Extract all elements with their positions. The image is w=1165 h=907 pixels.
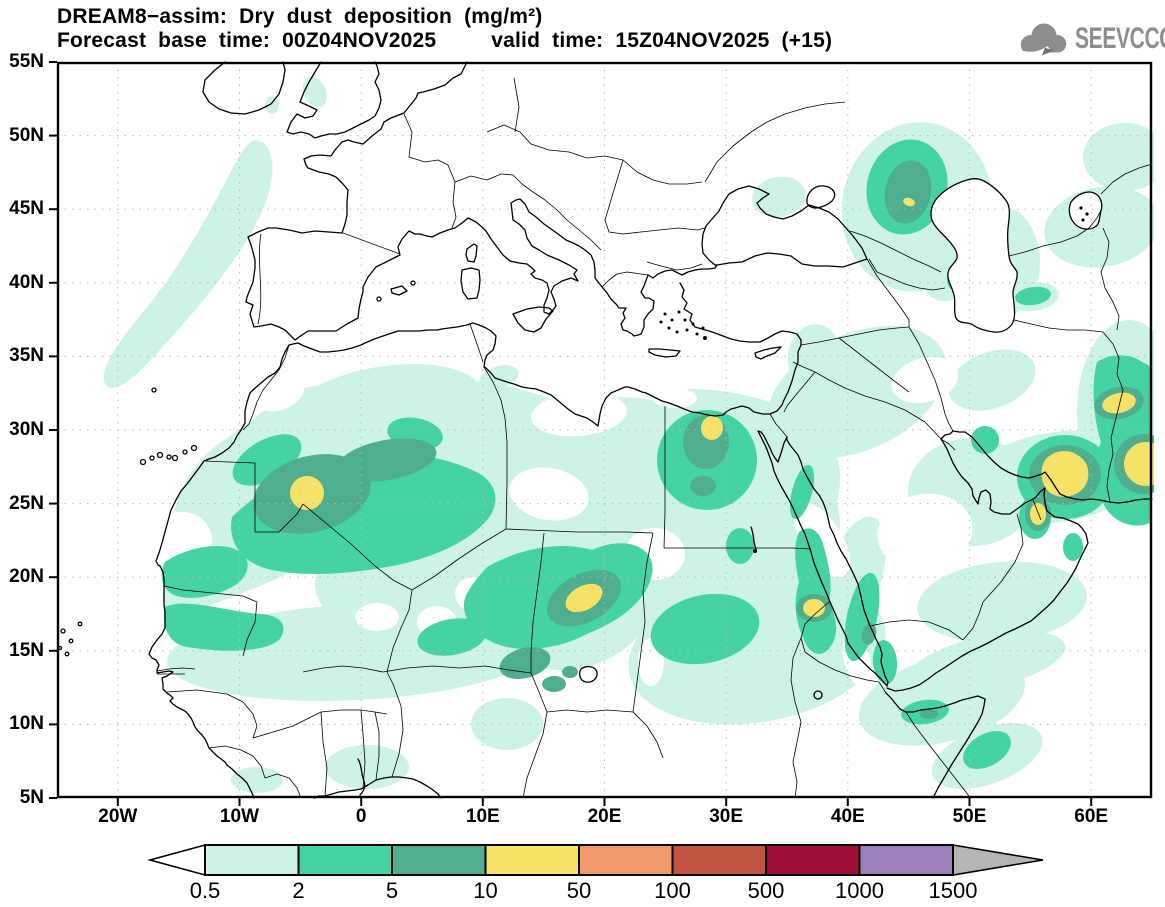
lon-tick-label: 20W <box>98 806 138 827</box>
contour-holes <box>152 356 973 688</box>
axis-ticks <box>49 61 1093 806</box>
colorbar-tick-label: 1000 <box>835 878 884 903</box>
colorbar-cell <box>391 844 487 876</box>
colorbar-tick-label: 5 <box>386 878 398 903</box>
colorbar-labels: 0.5 2 5 10 50 100 500 1000 1500 <box>190 878 978 903</box>
colorbar-tick-label: 2 <box>292 878 304 903</box>
colorbar-tick-label: 0.5 <box>190 878 221 903</box>
colorbar-tick-label: 500 <box>748 878 785 903</box>
colorbar-cell <box>765 844 861 876</box>
colorbar-cell <box>297 844 393 876</box>
gridlines <box>57 62 1152 798</box>
map-canvas <box>49 61 1154 806</box>
seevccc-logo: SEEVCCC <box>1014 19 1165 59</box>
logo-text: SEEVCCC <box>1075 22 1165 55</box>
subtitle: Forecast base time: 00Z04NOV2025 valid t… <box>57 29 832 53</box>
country-borders <box>156 77 1153 799</box>
colorbar-cell <box>858 844 954 876</box>
lon-tick-label: 40E <box>830 806 865 827</box>
colorbar: 0.5 2 5 10 50 100 500 1000 1500 <box>146 843 1044 903</box>
lon-tick-label: 30E <box>709 806 744 827</box>
colorbar-under-arrow <box>146 843 206 877</box>
colorbar-tick-label: 100 <box>654 878 691 903</box>
colorbar-cell <box>578 844 674 876</box>
coastlines <box>57 61 1153 799</box>
lat-tick-label: 5N <box>19 787 44 808</box>
map-frame <box>56 61 1153 799</box>
lat-tick-label: 45N <box>9 198 44 220</box>
colorbar-cell <box>484 844 580 876</box>
lon-tick-label: 60E <box>1074 806 1109 827</box>
lon-tick-label: 10W <box>219 806 260 827</box>
lat-tick-label: 20N <box>9 566 44 588</box>
dust-contour-level4 <box>290 197 1154 617</box>
lat-tick-label: 30N <box>9 419 44 440</box>
colorbar-over-arrow <box>952 844 1044 876</box>
colorbar-cell <box>204 844 300 876</box>
lat-tick-label: 35N <box>9 345 44 367</box>
lat-tick-label: 25N <box>9 492 44 514</box>
valid-time: valid time: 15Z04NOV2025 (+15) <box>491 29 833 52</box>
lon-tick-label: 10E <box>465 806 500 827</box>
colorbar-tick-label: 50 <box>567 878 591 903</box>
colorbar-cells <box>204 844 954 876</box>
lat-tick-label: 10N <box>9 713 44 735</box>
forecast-base-time: Forecast base time: 00Z04NOV2025 <box>57 29 437 52</box>
page-title: DREAM8−assim: Dry dust deposition (mg/m²… <box>57 5 543 28</box>
lon-tick-label: 20E <box>587 806 622 827</box>
lon-tick-label: 0 <box>355 806 367 827</box>
island-dots <box>659 206 1089 553</box>
lon-tick-label: 50E <box>952 806 987 827</box>
colorbar-tick-label: 1500 <box>929 878 978 903</box>
lat-tick-label: 50N <box>9 124 44 146</box>
colorbar-tick-label: 10 <box>473 878 497 903</box>
inland-seas <box>930 177 1103 333</box>
lat-tick-label: 40N <box>9 271 44 293</box>
colorbar-cell <box>671 844 767 876</box>
cloud-icon <box>1020 23 1067 56</box>
lat-tick-label: 15N <box>9 639 44 661</box>
lat-tick-label: 55N <box>9 51 44 72</box>
